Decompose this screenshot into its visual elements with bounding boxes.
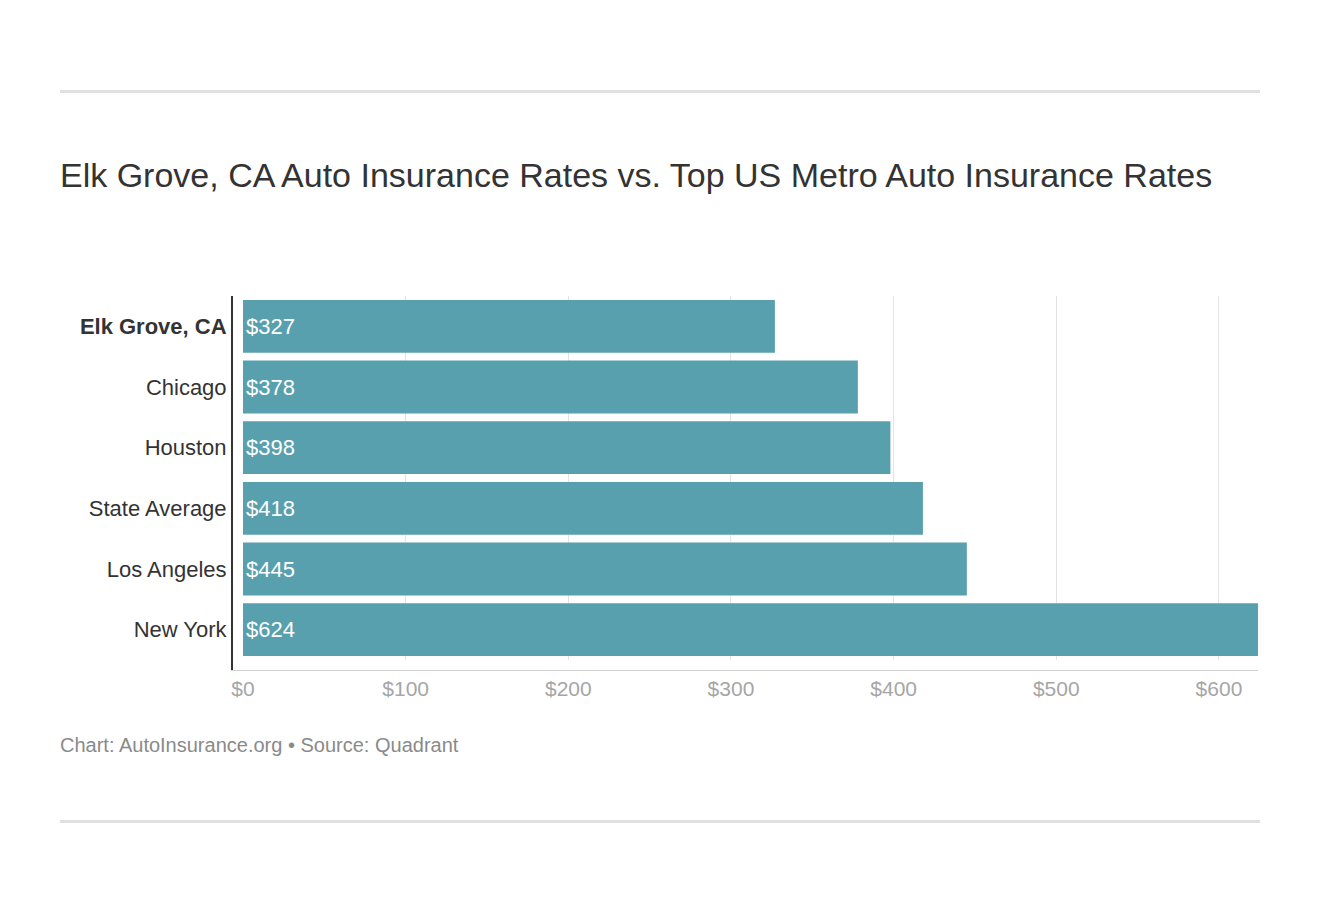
svg-text:Chicago: Chicago (146, 375, 227, 400)
svg-text:$418: $418 (246, 496, 295, 521)
svg-text:$300: $300 (708, 677, 755, 700)
svg-text:New York: New York (134, 617, 228, 642)
svg-text:$100: $100 (382, 677, 429, 700)
svg-text:$398: $398 (246, 435, 295, 460)
svg-text:$445: $445 (246, 557, 295, 582)
svg-text:Elk Grove, CA: Elk Grove, CA (80, 314, 227, 339)
svg-text:$624: $624 (246, 617, 295, 642)
svg-text:Houston: Houston (145, 435, 227, 460)
svg-text:$600: $600 (1196, 677, 1243, 700)
svg-text:$378: $378 (246, 375, 295, 400)
html-text:Chart: AutoInsurance.org • Sou: Chart: AutoInsurance.org • Source: Quadr… (60, 734, 459, 756)
svg-text:$500: $500 (1033, 677, 1080, 700)
svg-text:Los Angeles: Los Angeles (107, 557, 227, 582)
html-text:Elk Grove, CA Auto Insurance R: Elk Grove, CA Auto Insurance Rates vs. T… (60, 156, 1213, 194)
svg-text:$0: $0 (231, 677, 254, 700)
svg-text:State Average: State Average (89, 496, 227, 521)
svg-text:$200: $200 (545, 677, 592, 700)
svg-text:$400: $400 (870, 677, 917, 700)
svg-text:$327: $327 (246, 314, 295, 339)
